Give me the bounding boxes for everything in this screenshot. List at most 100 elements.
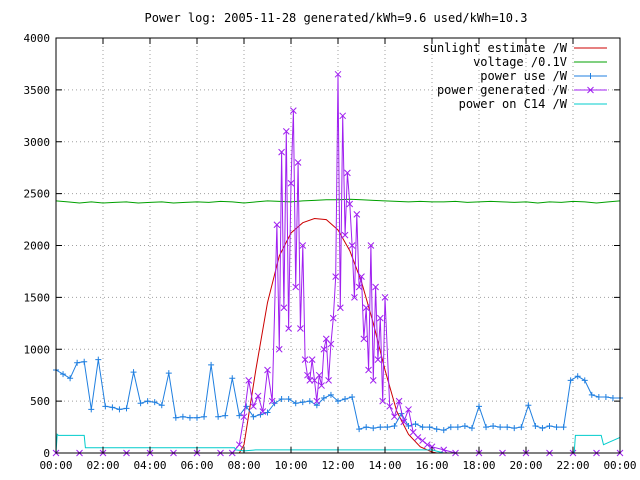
data-point-plus <box>81 358 88 365</box>
data-point-x <box>294 159 302 166</box>
x-tick-label: 16:00 <box>415 459 448 472</box>
data-point-x <box>346 200 354 208</box>
data-point-x <box>287 179 295 187</box>
series-1 <box>238 217 437 454</box>
data-point-plus <box>313 402 320 409</box>
data-point-plus <box>186 414 193 421</box>
y-tick-label: 3500 <box>24 84 51 97</box>
data-point-x <box>341 231 349 239</box>
series-3 <box>53 356 623 434</box>
data-point-x <box>318 382 325 389</box>
data-point-plus <box>483 424 490 431</box>
data-point-plus <box>581 377 588 384</box>
data-point-x <box>367 242 375 249</box>
data-point-plus <box>116 406 123 413</box>
data-point-x <box>358 273 365 280</box>
data-point-x <box>334 70 342 78</box>
data-point-plus <box>257 411 264 418</box>
data-point-plus <box>243 403 250 410</box>
data-point-x <box>273 221 281 229</box>
data-point-plus <box>292 400 299 407</box>
data-point-x <box>299 242 307 249</box>
data-point-x <box>289 107 297 114</box>
data-point-x <box>240 413 248 421</box>
data-point-plus <box>349 393 356 400</box>
data-point-x <box>362 304 370 312</box>
data-point-plus <box>123 405 130 412</box>
data-point-plus <box>546 423 553 430</box>
data-point-plus <box>130 369 137 376</box>
y-tick-label: 0 <box>43 447 50 460</box>
data-point-x <box>264 366 271 374</box>
data-point-plus <box>553 424 560 431</box>
y-tick-label: 500 <box>30 395 50 408</box>
legend-label: voltage /0.1V <box>473 55 567 69</box>
data-point-plus <box>426 424 433 431</box>
data-point-plus <box>88 406 95 413</box>
data-point-plus <box>299 399 306 406</box>
data-point-x <box>259 408 267 415</box>
data-point-plus <box>602 393 609 400</box>
data-point-x <box>308 356 316 363</box>
data-point-x <box>372 283 379 291</box>
data-point-plus <box>419 424 426 431</box>
data-point-x <box>355 283 363 291</box>
data-point-plus <box>384 424 391 431</box>
data-point-plus <box>490 423 497 430</box>
series-line <box>55 433 621 454</box>
x-tick-label: 02:00 <box>86 459 119 472</box>
series-line <box>55 198 621 204</box>
data-point-plus <box>468 425 475 432</box>
x-tick-label: 20:00 <box>509 459 542 472</box>
data-point-x <box>332 273 340 280</box>
data-point-plus <box>560 424 567 431</box>
data-point-x <box>344 169 351 177</box>
data-point-plus <box>335 398 341 405</box>
data-point-plus <box>391 423 398 430</box>
data-point-plus <box>74 359 81 366</box>
data-point-x <box>320 345 328 353</box>
data-point-plus <box>518 424 525 431</box>
data-point-x <box>414 434 422 441</box>
data-point-plus <box>229 375 236 382</box>
data-point-plus <box>370 425 377 432</box>
data-point-x <box>360 335 368 343</box>
series-5 <box>55 433 621 454</box>
data-point-x <box>301 356 309 363</box>
data-point-x <box>339 112 347 120</box>
data-point-x <box>369 377 377 384</box>
x-tick-label: 00:00 <box>39 459 72 472</box>
data-point-x <box>440 446 448 454</box>
data-point-plus <box>433 426 440 433</box>
data-point-x <box>280 304 288 312</box>
data-point-plus <box>102 403 109 410</box>
data-point-x <box>381 294 389 301</box>
data-point-plus <box>454 424 461 431</box>
data-point-x <box>304 371 311 379</box>
data-point-x <box>365 366 372 374</box>
legend-marker-x <box>587 86 594 94</box>
data-point-x <box>325 377 332 384</box>
data-point-x <box>348 242 356 249</box>
data-point-x <box>428 443 436 451</box>
data-point-x <box>327 340 335 348</box>
data-point-x <box>245 377 253 384</box>
legend-label: power generated /W <box>437 83 568 97</box>
x-tick-label: 00:00 <box>603 459 636 472</box>
data-point-plus <box>440 427 447 434</box>
data-point-plus <box>194 414 200 421</box>
x-tick-label: 08:00 <box>227 459 260 472</box>
x-tick-label: 18:00 <box>462 459 495 472</box>
data-point-plus <box>567 377 574 384</box>
data-point-plus <box>60 371 67 378</box>
data-point-plus <box>285 396 292 403</box>
legend-label: power on C14 /W <box>459 97 568 111</box>
data-point-plus <box>306 398 313 405</box>
data-point-x <box>386 402 394 410</box>
data-point-x <box>395 397 403 405</box>
data-point-plus <box>165 370 172 377</box>
data-point-plus <box>447 424 454 431</box>
x-tick-label: 10:00 <box>274 459 307 472</box>
legend-label: power use /W <box>480 69 567 83</box>
data-point-x <box>336 304 344 312</box>
